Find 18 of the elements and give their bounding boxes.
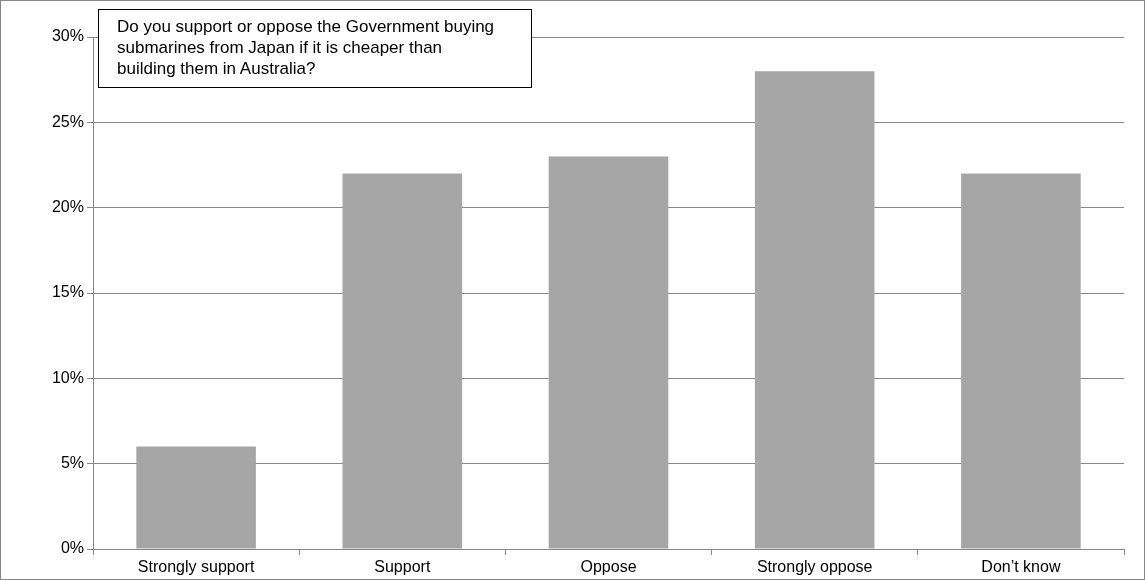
bar: [754, 71, 875, 549]
bar: [136, 446, 256, 549]
y-tick-label: 30%: [51, 27, 84, 45]
bar: [342, 173, 463, 549]
x-tick-label: Strongly support: [137, 558, 255, 576]
x-tick-label: Strongly oppose: [756, 558, 873, 576]
y-tick-label: 5%: [60, 454, 84, 472]
bar: [961, 173, 1081, 549]
y-tick-label: 10%: [51, 368, 84, 386]
y-tick-label: 15%: [51, 283, 84, 301]
x-tick-label: Don’t know: [981, 558, 1061, 576]
y-tick-label: 0%: [60, 539, 84, 557]
x-tick-label: Oppose: [580, 558, 637, 576]
x-tick-label: Support: [374, 558, 431, 576]
y-tick-label: 25%: [51, 112, 84, 130]
y-tick-label: 20%: [51, 198, 84, 216]
text-box: Do you support or oppose the Government buying submarines from Japan if it is cheaper than building them in Australia?: [98, 9, 532, 88]
bar: [548, 156, 669, 549]
